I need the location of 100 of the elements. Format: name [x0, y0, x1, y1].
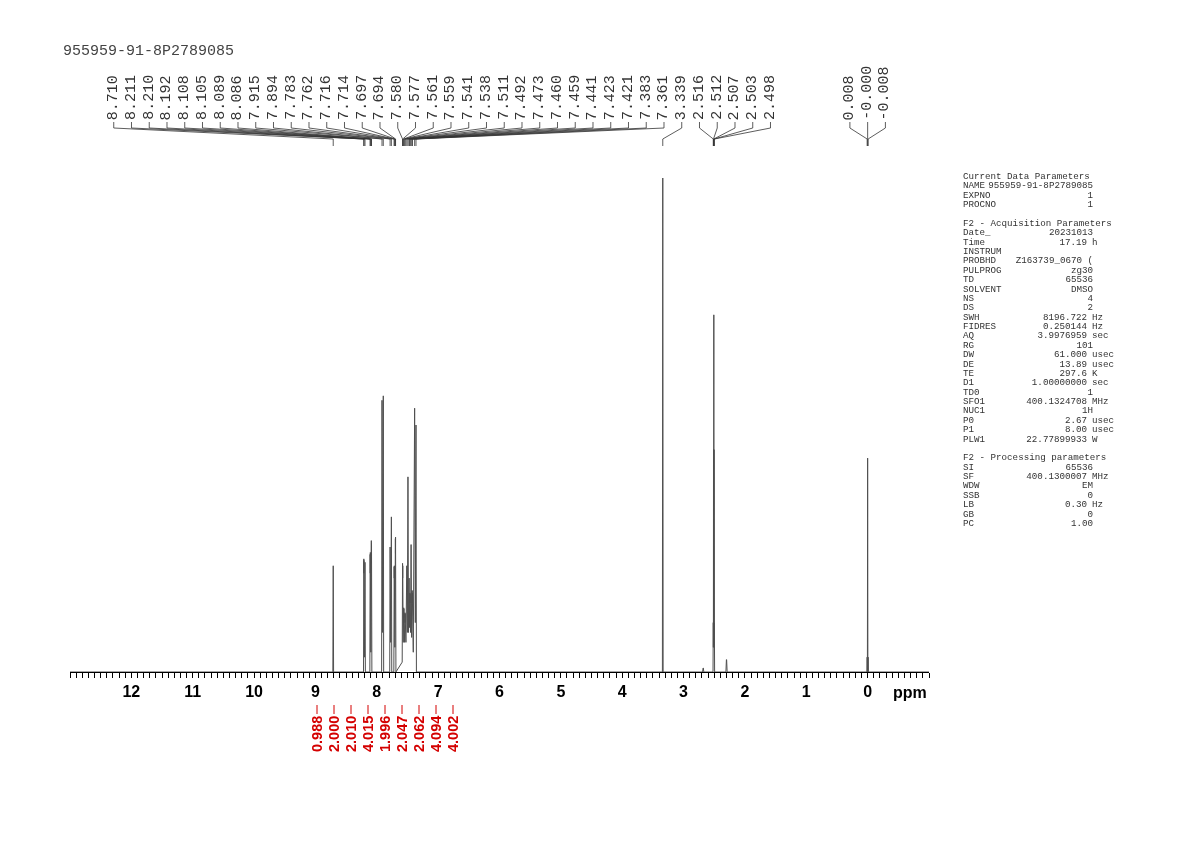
text: 2.010	[343, 715, 359, 752]
text: 4.015	[360, 715, 376, 752]
text: SFO1 400.1324708 MHz	[963, 396, 1109, 407]
text: FIDRES 0.250144 Hz	[963, 321, 1104, 332]
x-tick-label: 5	[556, 683, 566, 701]
text: DE 13.89 usec	[963, 358, 1115, 370]
text: 7.783	[282, 74, 300, 120]
text: 7.361	[655, 75, 673, 121]
text: D1 1.00000000 sec	[963, 377, 1109, 389]
text: 8.211	[122, 74, 140, 120]
text: GB 0	[963, 508, 1093, 520]
text: 8.710	[105, 75, 123, 121]
text: PROBHD Z163739_0670 (	[963, 255, 1093, 267]
text: TD 65536	[963, 274, 1093, 286]
text: INSTRUM	[963, 246, 1002, 257]
text: 4.094	[428, 715, 444, 752]
text: PLW1 22.77899933 W	[963, 433, 1098, 445]
text: 7.559	[442, 75, 460, 121]
text: PULPROG zg30	[963, 264, 1093, 276]
text: 7.714	[335, 74, 353, 120]
text: WDW EM	[963, 480, 1093, 492]
text: 8.105	[193, 74, 211, 120]
text: RG 101	[963, 339, 1093, 351]
text: P1 8.00 usec	[963, 424, 1115, 436]
text: PC 1.00	[963, 517, 1093, 529]
text: EXPNO 1	[963, 189, 1093, 201]
text: 2.498	[761, 74, 779, 120]
x-tick-label: 3	[679, 683, 689, 701]
x-tick-label: 2	[740, 683, 750, 701]
text: SSB 0	[963, 489, 1093, 501]
text: 2.047	[394, 715, 410, 752]
text: 2.503	[744, 75, 762, 121]
text: 8.192	[158, 75, 176, 121]
x-tick-label: 0	[863, 683, 873, 701]
text: 7.541	[460, 75, 478, 121]
text: 7.762	[300, 75, 318, 121]
text: F2 - Processing parameters	[963, 452, 1108, 464]
text: 7.492	[513, 75, 531, 121]
text: 2.516	[690, 74, 708, 120]
x-tick-label: 11	[184, 683, 202, 701]
x-tick-label: 9	[310, 683, 320, 701]
text: 3.339	[673, 75, 691, 121]
x-tick-label: 12	[122, 683, 141, 701]
x-axis-title: ppm	[893, 684, 927, 701]
text: 8.089	[211, 74, 229, 120]
x-tick-label: 7	[433, 683, 443, 701]
text: 2.507	[726, 75, 744, 121]
text: Time 17.19 h	[963, 236, 1098, 248]
text: Date_ 20231013	[963, 227, 1093, 239]
text: 7.538	[477, 74, 495, 120]
text: SWH 8196.722 Hz	[963, 311, 1104, 323]
text: 7.915	[247, 75, 265, 121]
text: NS 4	[963, 292, 1093, 304]
text: 7.580	[389, 75, 407, 121]
text: SI 65536	[963, 461, 1093, 473]
text: 7.894	[264, 74, 282, 120]
text: 7.577	[406, 74, 424, 120]
text: 7.460	[548, 74, 566, 120]
text: DW 61.000 usec	[963, 349, 1115, 361]
text: -0.000	[858, 65, 876, 120]
text: 7.421	[619, 74, 637, 120]
text: NAME 955959-91-8P2789085	[963, 180, 1093, 192]
x-tick-label: 1	[801, 683, 811, 701]
text: 8.086	[229, 75, 247, 121]
text: SF 400.1300007 MHz	[963, 471, 1109, 482]
text: 7.383	[637, 74, 655, 120]
text: 0.008	[841, 75, 859, 121]
text: LB 0.30 Hz	[963, 499, 1104, 511]
text: 7.561	[424, 74, 442, 120]
x-tick-label: 10	[245, 683, 264, 701]
text: 7.511	[495, 74, 513, 120]
text: PROCNO 1	[963, 199, 1093, 211]
text: AQ 3.9976959 sec	[963, 330, 1109, 342]
text: 7.459	[566, 74, 584, 120]
text: 1.996	[377, 715, 393, 752]
text: F2 - Acquisition Parameters	[963, 217, 1113, 229]
text: 8.108	[176, 75, 194, 121]
x-tick-label: 6	[495, 683, 505, 701]
text: 7.441	[584, 75, 602, 121]
text: TD0 1	[963, 386, 1093, 398]
text: TE 297.6 K	[963, 367, 1098, 379]
text: SOLVENT DMSO	[963, 283, 1093, 295]
text: 4.002	[445, 715, 461, 752]
text: NUC1 1H	[963, 405, 1093, 417]
text: 8.210	[140, 74, 158, 120]
text: 7.716	[318, 75, 336, 121]
text: 7.473	[531, 75, 549, 121]
text: -0.008	[876, 66, 894, 121]
x-tick-label: 8	[372, 683, 382, 701]
text: Current Data Parameters	[963, 171, 1091, 182]
text: P0 2.67 usec	[963, 414, 1115, 426]
chart-title: 955959-91-8P2789085	[63, 42, 235, 60]
text: 7.694	[371, 75, 389, 121]
text: 2.000	[326, 715, 342, 752]
text: 7.697	[353, 74, 371, 120]
x-tick-label: 4	[617, 683, 627, 701]
text: DS 2	[963, 302, 1093, 314]
text: 0.988	[309, 715, 325, 752]
text: 7.423	[602, 75, 620, 121]
text: 2.062	[411, 715, 427, 752]
